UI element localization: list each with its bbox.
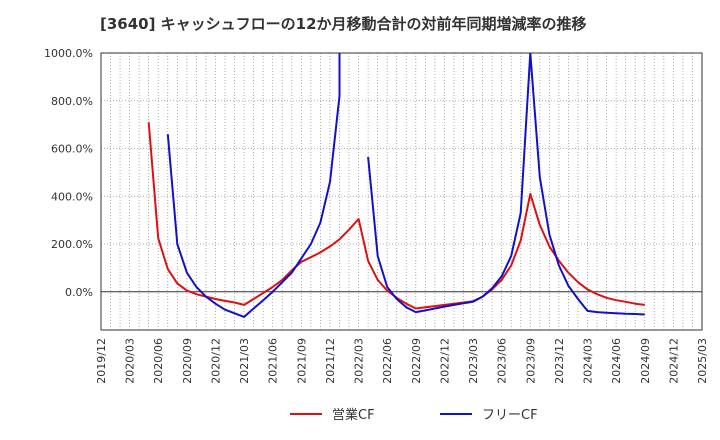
x-tick-label: 2021/12 <box>324 338 337 384</box>
x-tick-label: 2024/06 <box>610 338 623 384</box>
y-tick-label: 600.0% <box>51 143 93 156</box>
x-tick-label: 2021/09 <box>295 338 308 384</box>
y-tick-label: 200.0% <box>51 238 93 251</box>
legend: 営業CF フリーCF <box>290 407 538 423</box>
x-tick-label: 2023/03 <box>467 338 480 384</box>
legend-label: 営業CF <box>332 407 375 423</box>
chart-title: [3640] キャッシュフローの12か月移動合計の対前年同期増減率の推移 <box>100 15 587 33</box>
x-tick-label: 2020/09 <box>181 338 194 384</box>
x-tick-label: 2023/12 <box>553 338 566 384</box>
x-tick-label: 2024/09 <box>639 338 652 384</box>
x-tick-label: 2019/12 <box>95 338 108 384</box>
x-tick-label: 2020/06 <box>152 338 165 384</box>
y-tick-label: 800.0% <box>51 95 93 108</box>
x-tick-label: 2025/03 <box>696 338 709 384</box>
x-tick-label: 2023/06 <box>496 338 509 384</box>
y-tick-label: 0.0% <box>65 286 93 299</box>
x-tick-label: 2020/12 <box>209 338 222 384</box>
x-tick-label: 2024/12 <box>667 338 680 384</box>
plot-area <box>147 53 645 318</box>
y-tick-label: 1000.0% <box>44 47 93 60</box>
grid <box>100 52 703 331</box>
y-axis: 0.0% 200.0% 400.0% 600.0% 800.0% 1000.0% <box>44 47 93 299</box>
x-tick-label: 2022/06 <box>381 338 394 384</box>
x-tick-label: 2024/03 <box>582 338 595 384</box>
plot-frame <box>100 52 703 331</box>
x-tick-label: 2022/03 <box>353 338 366 384</box>
x-tick-label: 2021/03 <box>238 338 251 384</box>
x-axis: 2019/12 2020/03 2020/06 2020/09 2020/12 2021/… <box>95 338 709 384</box>
x-tick-label: 2021/06 <box>267 338 280 384</box>
y-tick-label: 400.0% <box>51 190 93 203</box>
x-tick-label: 2022/09 <box>410 338 423 384</box>
x-tick-label: 2022/12 <box>438 338 451 384</box>
x-tick-label: 2020/03 <box>124 338 137 384</box>
series-line-free-cf <box>166 53 645 318</box>
x-tick-label: 2023/09 <box>524 338 537 384</box>
legend-label: フリーCF <box>482 408 538 423</box>
